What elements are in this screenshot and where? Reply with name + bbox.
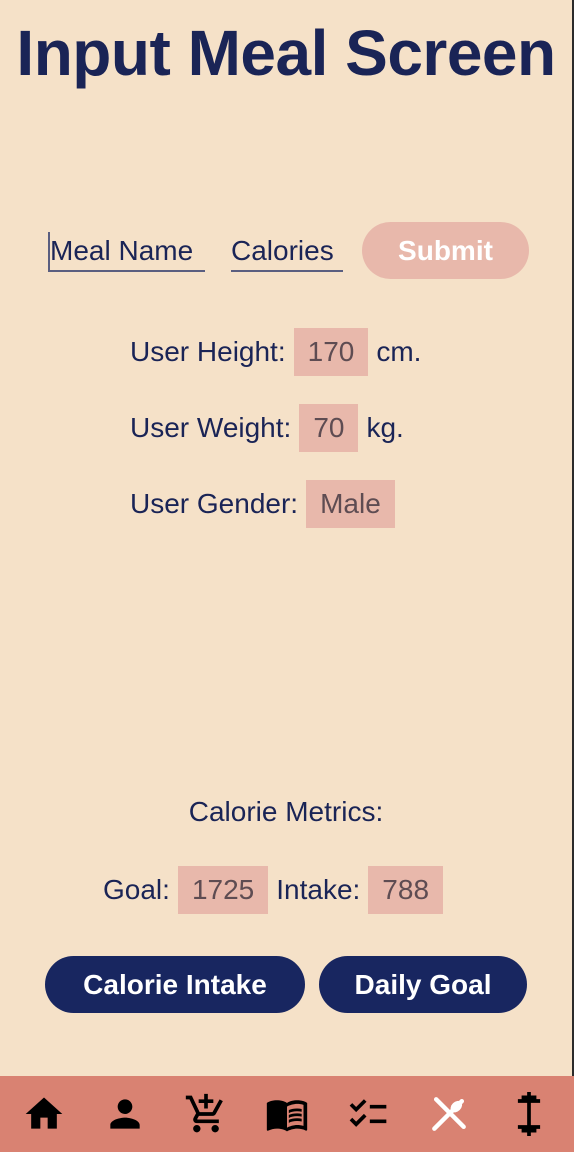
user-height-value: 170 bbox=[293, 328, 369, 376]
checklist-icon bbox=[349, 1099, 387, 1127]
calorie-metrics-title: Calorie Metrics: bbox=[188, 796, 384, 827]
nav-home[interactable] bbox=[16, 1086, 72, 1142]
dumbbell-icon bbox=[518, 1092, 541, 1136]
user-gender-label: User Gender: bbox=[130, 488, 299, 519]
user-gender-row: User Gender: Male bbox=[130, 480, 403, 528]
meal-form: Meal Name Calories Submit bbox=[0, 222, 572, 280]
nav-meal[interactable] bbox=[421, 1086, 477, 1142]
bottom-navigation bbox=[0, 1076, 574, 1152]
text-caret bbox=[48, 232, 50, 272]
intake-label: Intake: bbox=[276, 874, 361, 905]
user-weight-value: 70 bbox=[299, 404, 359, 452]
nav-shopping[interactable] bbox=[178, 1086, 234, 1142]
user-height-label: User Height: bbox=[130, 336, 286, 367]
user-height-unit: cm. bbox=[376, 336, 422, 367]
calorie-intake-button[interactable]: Calorie Intake bbox=[45, 956, 305, 1013]
intake-value: 788 bbox=[368, 866, 444, 914]
person-icon bbox=[110, 1099, 140, 1129]
nav-recipes[interactable] bbox=[259, 1086, 315, 1142]
user-gender-value: Male bbox=[306, 480, 395, 528]
calories-input[interactable]: Calories bbox=[231, 230, 343, 272]
page-title: Input Meal Screen bbox=[16, 17, 556, 89]
meal-name-placeholder: Meal Name bbox=[50, 235, 194, 266]
meal-name-input[interactable]: Meal Name bbox=[48, 230, 205, 272]
add-cart-icon bbox=[185, 1093, 223, 1133]
calorie-metrics-row: Goal: 1725 Intake: 788 bbox=[103, 866, 451, 914]
goal-label: Goal: bbox=[103, 874, 170, 905]
daily-goal-button[interactable]: Daily Goal bbox=[319, 956, 527, 1013]
user-height-row: User Height: 170 cm. bbox=[130, 328, 421, 376]
nav-workout[interactable] bbox=[501, 1086, 557, 1142]
user-weight-unit: kg. bbox=[366, 412, 404, 443]
goal-value: 1725 bbox=[177, 866, 269, 914]
window-edge bbox=[572, 0, 574, 1076]
user-weight-row: User Weight: 70 kg. bbox=[130, 404, 404, 452]
meal-icon bbox=[431, 1097, 466, 1131]
book-icon bbox=[266, 1100, 308, 1132]
nav-checklist[interactable] bbox=[340, 1086, 396, 1142]
user-weight-label: User Weight: bbox=[130, 412, 292, 443]
submit-button[interactable]: Submit bbox=[362, 222, 529, 279]
nav-profile[interactable] bbox=[97, 1086, 153, 1142]
calories-placeholder: Calories bbox=[231, 235, 334, 266]
home-icon bbox=[26, 1097, 63, 1129]
